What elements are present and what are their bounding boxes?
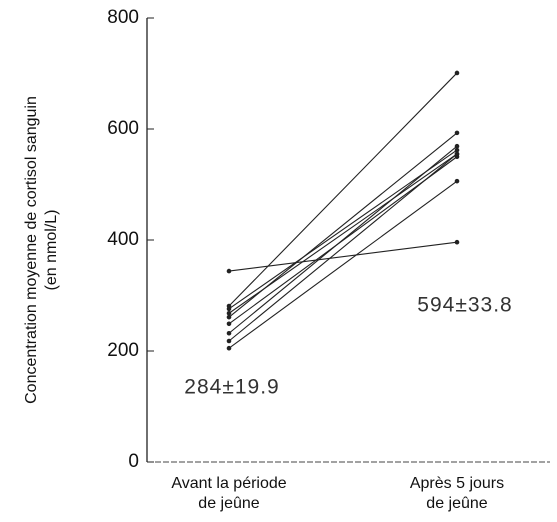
- annotation: 594±33.8: [417, 294, 512, 317]
- point: [226, 306, 232, 312]
- line: [228, 132, 458, 318]
- y-tick-label: 400: [107, 229, 139, 250]
- point: [226, 321, 232, 327]
- y-axis-label: (en nmol/L): [43, 210, 60, 291]
- label-line: de jeûne: [426, 495, 487, 512]
- x-tick-label: Avant la période de jeûne: [171, 475, 286, 512]
- label-line: Après 5 jours: [410, 475, 504, 492]
- line: [228, 153, 458, 342]
- point: [454, 70, 460, 76]
- point: [226, 330, 232, 336]
- line: [228, 72, 458, 307]
- y-tick-label: 800: [107, 7, 139, 28]
- line: [228, 241, 458, 272]
- point: [226, 310, 232, 316]
- point: [454, 151, 460, 157]
- y-tick-label: 600: [107, 118, 139, 139]
- y-axis-label: Concentration moyenne de cortisol sangui…: [23, 96, 40, 404]
- line: [228, 180, 458, 349]
- y-tick-label: 200: [107, 340, 139, 361]
- point: [454, 143, 460, 149]
- label-line: de jeûne: [198, 495, 259, 512]
- y-tick-label: 0: [128, 451, 139, 472]
- label-line: Avant la période: [171, 475, 286, 492]
- point: [454, 147, 460, 153]
- point: [454, 239, 460, 245]
- line: [228, 145, 458, 334]
- point: [454, 130, 460, 136]
- line: [228, 149, 458, 310]
- point: [226, 268, 232, 274]
- point: [226, 314, 232, 320]
- x-tick-label: Après 5 jours de jeûne: [410, 475, 504, 512]
- point: [454, 178, 460, 184]
- point: [226, 345, 232, 351]
- annotation: 284±19.9: [184, 376, 279, 399]
- point: [226, 338, 232, 344]
